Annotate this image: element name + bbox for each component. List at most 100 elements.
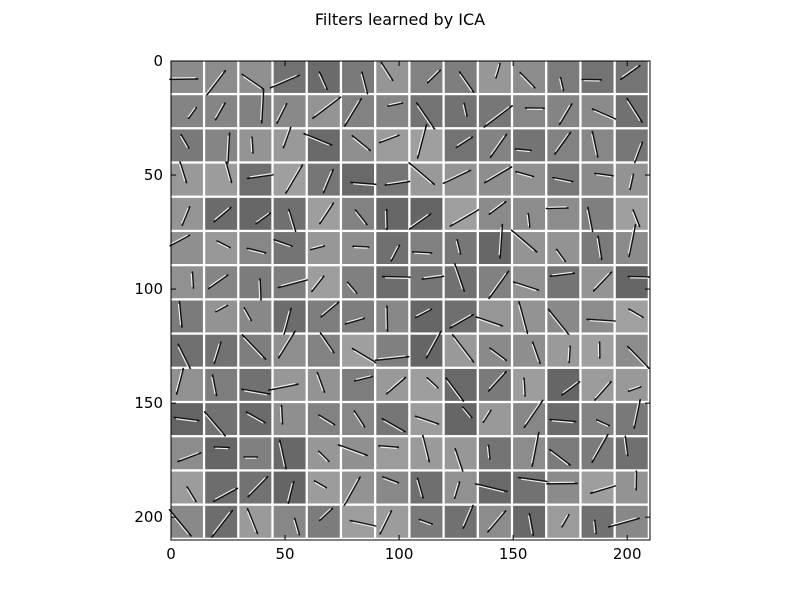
filter-tile	[478, 95, 514, 128]
filter-tile	[376, 163, 411, 196]
filter-tile	[269, 61, 306, 93]
filter-tile	[444, 368, 477, 402]
filter-tile	[205, 197, 238, 230]
filter-tile	[239, 368, 272, 401]
filter-tile	[478, 368, 511, 401]
filter-tile	[581, 334, 614, 367]
filter-tile	[547, 403, 580, 436]
filter-tile	[444, 61, 477, 93]
filter-tile	[342, 300, 374, 333]
filter-tile	[205, 300, 238, 333]
filter-tile	[510, 229, 546, 264]
x-tick-label: 100	[385, 545, 414, 563]
filter-tile	[171, 95, 203, 128]
filter-tile	[410, 300, 443, 333]
filter-tile	[444, 232, 477, 264]
filter-tile	[171, 437, 203, 470]
filter-tile	[615, 398, 648, 436]
filter-tile	[615, 223, 648, 264]
filter-tile	[475, 300, 511, 333]
filter-tile	[205, 232, 238, 264]
filter-tile	[547, 163, 580, 196]
filter-tile	[307, 232, 340, 264]
filter-tile	[205, 368, 238, 401]
filter-tile	[273, 330, 306, 367]
filter-tile	[307, 368, 340, 401]
filter-tile	[239, 334, 272, 367]
y-tick-label: 150	[134, 394, 163, 412]
filter-tile	[307, 95, 342, 128]
filter-tile	[478, 129, 511, 162]
filter-tile	[581, 61, 614, 93]
filter-tile	[171, 266, 203, 299]
filter-tile	[478, 163, 513, 196]
filter-tile	[513, 431, 546, 470]
filter-tile	[307, 332, 340, 367]
filter-tile	[581, 266, 614, 299]
filter-tile	[307, 266, 340, 299]
filter-tile	[581, 129, 614, 162]
filter-tile	[342, 129, 374, 162]
filter-tile	[513, 129, 546, 162]
filter-tile	[615, 95, 648, 128]
filter-tile	[273, 505, 306, 538]
filter-tile	[615, 61, 648, 93]
plot-frame	[170, 60, 651, 541]
filter-tile	[342, 232, 374, 264]
filter-tile	[171, 129, 203, 162]
y-tick-label: 200	[134, 508, 163, 526]
filter-tile	[410, 266, 445, 299]
filter-tile	[303, 129, 340, 162]
filter-tile	[376, 129, 409, 162]
filter-tile	[171, 161, 203, 196]
x-tick-label: 50	[276, 545, 295, 563]
filter-tile	[444, 403, 477, 436]
filter-tile	[513, 95, 546, 128]
filter-tile-grid	[168, 61, 651, 540]
filter-tile	[239, 471, 272, 504]
filter-tile	[444, 129, 477, 162]
filter-tile	[273, 437, 306, 470]
filter-tile	[171, 367, 203, 401]
filter-tile	[376, 403, 409, 436]
filter-tile	[337, 437, 374, 470]
x-axis: 0 50 100 150 200	[166, 61, 642, 563]
filter-tile	[444, 197, 482, 230]
filter-tile	[478, 437, 511, 470]
filter-tile	[442, 163, 477, 196]
filter-tile	[342, 61, 374, 95]
filter-tile	[376, 232, 409, 264]
filter-tile	[171, 471, 203, 504]
filter-tile	[444, 333, 477, 367]
filter-tile	[342, 163, 380, 196]
filter-tile	[444, 504, 477, 538]
filter-tile	[273, 95, 306, 128]
filter-tile	[171, 197, 203, 230]
filter-tile	[307, 163, 340, 196]
filter-tile	[239, 437, 272, 470]
filter-tile	[376, 266, 414, 299]
filter-tile	[513, 505, 546, 538]
filter-tile	[410, 368, 443, 401]
filter-tile	[478, 223, 511, 264]
filter-tile	[307, 197, 340, 230]
filter-tile	[342, 368, 374, 401]
filter-tile	[376, 505, 409, 538]
filter-tile	[513, 399, 546, 436]
filter-tile	[581, 163, 614, 196]
filter-tile	[410, 61, 443, 93]
filter-tile	[615, 129, 648, 164]
y-tick-label: 50	[144, 166, 163, 184]
filter-tile	[376, 368, 409, 401]
filter-tile	[547, 437, 580, 470]
filter-tile	[410, 123, 443, 162]
filter-tile	[205, 95, 238, 128]
filter-tile	[615, 470, 648, 504]
filter-tile	[615, 435, 648, 470]
filter-tile	[410, 434, 443, 470]
filter-tile	[342, 505, 382, 538]
filter-tile	[410, 505, 443, 538]
filter-tile	[171, 300, 203, 333]
filter-tile	[581, 471, 620, 504]
